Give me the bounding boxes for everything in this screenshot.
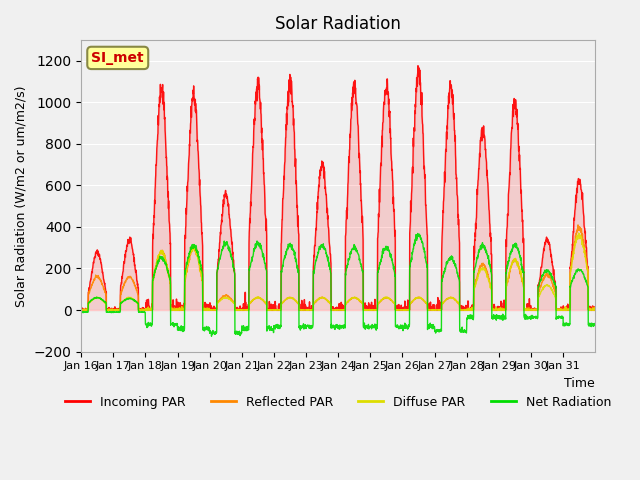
X-axis label: Time: Time (564, 377, 595, 390)
Incoming PAR (77, 307, 85, 313)
Incoming PAR (369, 307, 377, 313)
Line: Reflected PAR: Reflected PAR (81, 225, 595, 310)
Title: Solar Radiation: Solar Radiation (275, 15, 401, 33)
Incoming PAR (77, 307, 85, 312)
Net Radiation (584, 322, 592, 327)
Diffuse PAR (591, 307, 599, 313)
Legend: Incoming PAR, Reflected PAR, Diffuse PAR, Net Radiation: Incoming PAR, Reflected PAR, Diffuse PAR… (60, 391, 616, 414)
Diffuse PAR (575, 230, 582, 236)
Net Radiation (207, 333, 215, 339)
Line: Diffuse PAR: Diffuse PAR (81, 233, 595, 310)
Line: Net Radiation: Net Radiation (81, 233, 595, 336)
Reflected PAR (584, 306, 592, 312)
Diffuse PAR (77, 307, 85, 313)
Net Radiation (522, 314, 530, 320)
Incoming PAR (129, 248, 136, 254)
Incoming PAR (591, 307, 599, 313)
Reflected PAR (129, 278, 136, 284)
Incoming PAR (414, 63, 422, 69)
Net Radiation (240, 325, 248, 331)
Reflected PAR (591, 307, 599, 313)
Diffuse PAR (77, 307, 85, 313)
Reflected PAR (574, 222, 582, 228)
Reflected PAR (240, 307, 248, 313)
Diffuse PAR (584, 307, 592, 312)
Net Radiation (129, 296, 136, 302)
Net Radiation (77, 309, 85, 315)
Net Radiation (493, 315, 501, 321)
Incoming PAR (493, 307, 501, 313)
Line: Incoming PAR: Incoming PAR (81, 66, 595, 310)
Incoming PAR (584, 306, 592, 312)
Net Radiation (591, 321, 599, 326)
Net Radiation (414, 230, 422, 236)
Incoming PAR (240, 307, 248, 313)
Diffuse PAR (522, 306, 530, 312)
Reflected PAR (493, 307, 500, 313)
Reflected PAR (369, 307, 377, 312)
Text: SI_met: SI_met (92, 51, 144, 65)
Reflected PAR (77, 307, 85, 313)
Net Radiation (369, 323, 377, 328)
Diffuse PAR (240, 307, 248, 313)
Diffuse PAR (493, 307, 500, 312)
Diffuse PAR (129, 296, 136, 301)
Reflected PAR (522, 306, 530, 312)
Y-axis label: Solar Radiation (W/m2 or um/m2/s): Solar Radiation (W/m2 or um/m2/s) (15, 85, 28, 307)
Reflected PAR (77, 307, 85, 313)
Diffuse PAR (369, 307, 377, 313)
Incoming PAR (522, 307, 530, 313)
